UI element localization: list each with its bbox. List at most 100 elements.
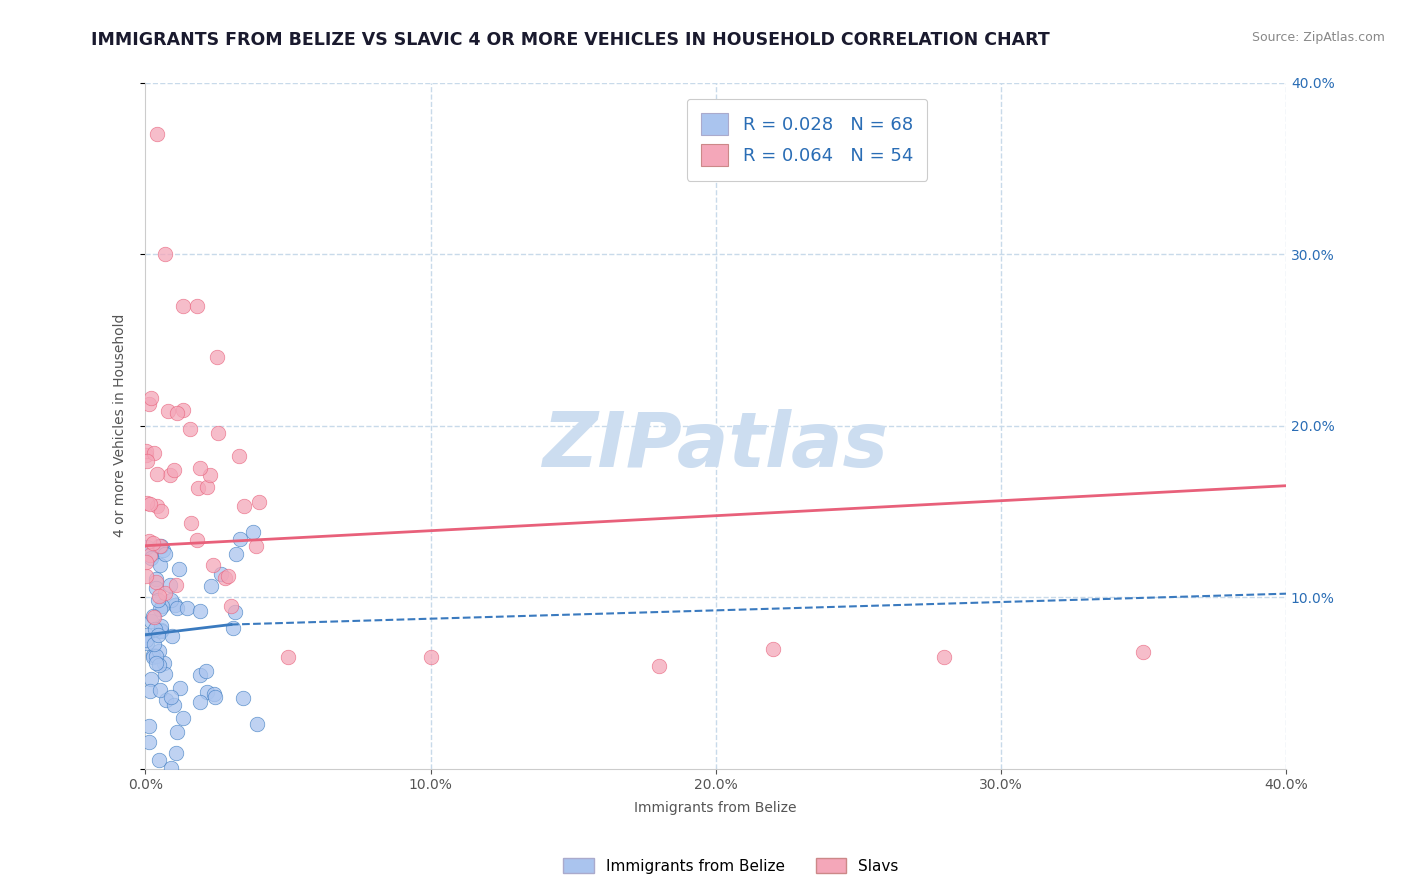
Point [149,539,172,553]
Point [219,599,242,613]
Point [146,593,169,607]
Point [205,350,228,364]
Point [242,524,264,539]
Point [159,468,181,483]
Point [200,467,222,482]
Point [159,578,181,592]
Point [139,497,162,511]
Point [163,599,186,613]
Point [141,673,163,687]
Point [142,535,165,549]
Point [195,685,218,699]
Point [217,568,239,582]
Point [155,247,177,261]
Text: ZIPatlas: ZIPatlas [543,409,889,483]
Point [232,690,254,705]
Point [247,495,270,509]
Point [197,479,219,493]
Point [142,650,165,665]
Point [188,604,211,618]
Point [233,499,256,513]
Point [186,533,208,547]
Point [146,128,169,142]
Point [146,500,169,514]
Point [204,690,226,704]
Point [167,562,190,576]
Point [165,746,187,760]
Point [139,551,162,566]
Point [135,555,157,569]
Y-axis label: 4 or more Vehicles in Household: 4 or more Vehicles in Household [114,314,128,537]
Point [142,648,165,662]
Point [139,615,162,629]
Point [209,566,232,581]
Point [135,568,157,582]
Point [150,624,173,638]
Point [136,540,159,554]
Point [145,656,167,670]
Point [172,711,194,725]
Point [214,571,236,585]
Point [142,445,165,459]
Point [180,516,202,530]
Point [145,573,167,587]
Point [195,665,218,679]
Point [149,619,172,633]
Point [138,533,160,548]
X-axis label: Immigrants from Belize: Immigrants from Belize [634,800,797,814]
Point [762,641,785,656]
Point [176,601,198,615]
Point [166,601,188,615]
Point [146,467,169,481]
Point [155,693,177,707]
Legend: R = 0.028   N = 68, R = 0.064   N = 54: R = 0.028 N = 68, R = 0.064 N = 54 [686,99,928,181]
Point [145,622,167,636]
Legend: Immigrants from Belize, Slavs: Immigrants from Belize, Slavs [557,852,905,880]
Point [138,397,160,411]
Point [148,589,170,603]
Point [153,586,176,600]
Point [145,581,167,595]
Point [166,725,188,739]
Point [172,403,194,417]
Point [188,460,211,475]
Point [159,760,181,774]
Point [160,592,183,607]
Point [932,650,955,665]
Point [149,558,172,572]
Point [149,602,172,616]
Point [138,719,160,733]
Point [148,753,170,767]
Point [1132,645,1154,659]
Point [135,448,157,462]
Point [143,637,166,651]
Point [419,650,441,665]
Point [172,299,194,313]
Point [157,404,180,418]
Point [142,609,165,624]
Point [136,636,159,650]
Point [153,666,176,681]
Point [165,578,187,592]
Point [221,621,243,635]
Point [201,558,224,573]
Point [145,574,167,589]
Point [187,482,209,496]
Point [186,299,208,313]
Point [150,504,173,518]
Point [228,449,250,463]
Point [148,657,170,672]
Point [135,633,157,648]
Point [148,643,170,657]
Point [142,609,165,624]
Point [136,496,159,510]
Point [202,687,225,701]
Point [145,649,167,664]
Point [148,539,170,553]
Point [152,656,174,670]
Point [135,444,157,458]
Point [150,599,173,613]
Point [138,735,160,749]
Point [245,540,267,554]
Point [136,453,159,467]
